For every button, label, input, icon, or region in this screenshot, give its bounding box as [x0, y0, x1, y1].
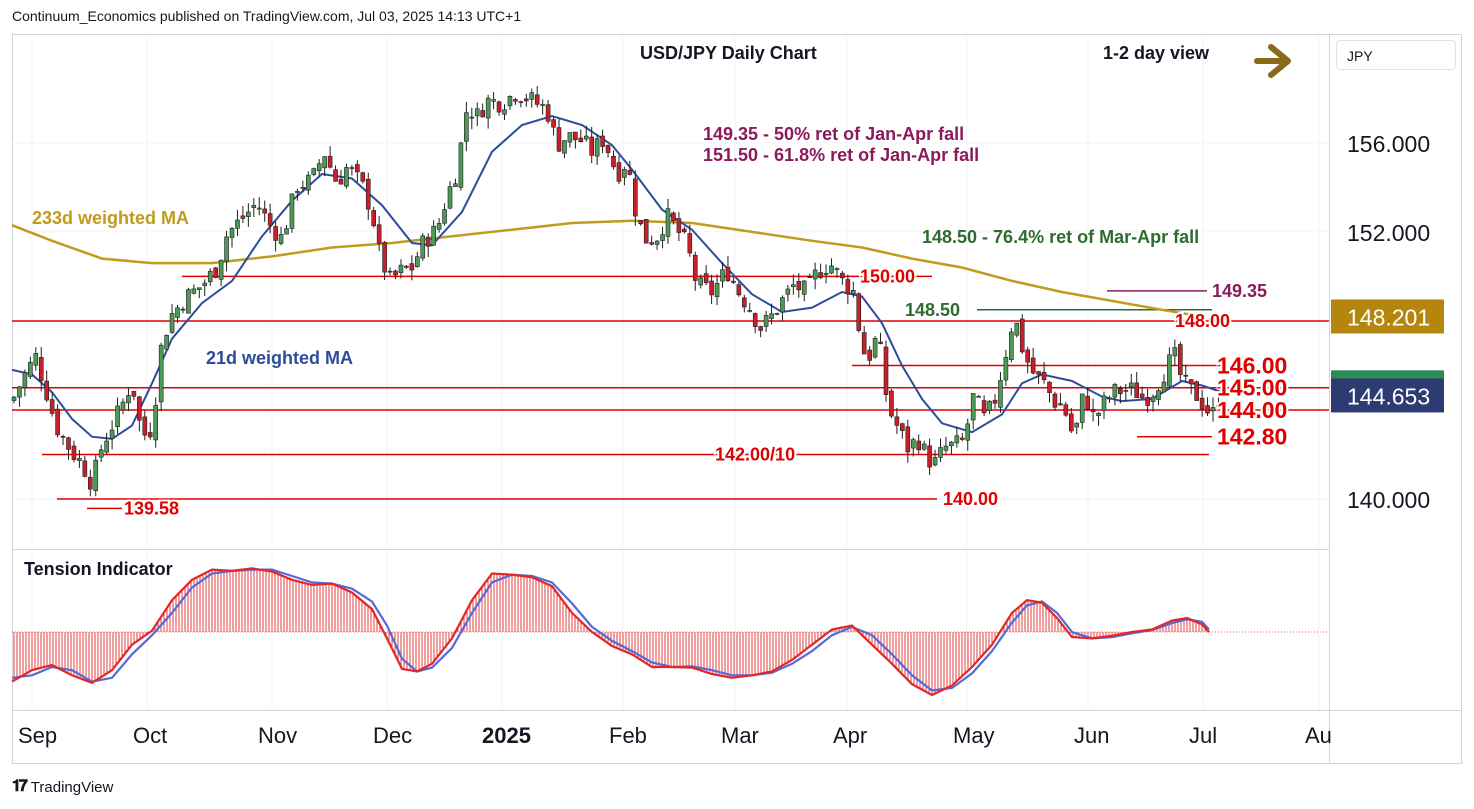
axis-divider: [1329, 34, 1330, 764]
tradingview-logo: 𝟏𝟕 TradingView: [12, 778, 113, 796]
footer-brand: TradingView: [30, 778, 114, 796]
publisher-header: Continuum_Economics published on Trading…: [12, 8, 522, 24]
tradingview-mark-icon: 𝟏𝟕: [12, 778, 28, 795]
time-axis-divider: [12, 710, 1462, 711]
currency-selector[interactable]: JPY: [1336, 40, 1456, 70]
pane-divider: [12, 549, 1329, 550]
chart-frame: [12, 34, 1462, 764]
